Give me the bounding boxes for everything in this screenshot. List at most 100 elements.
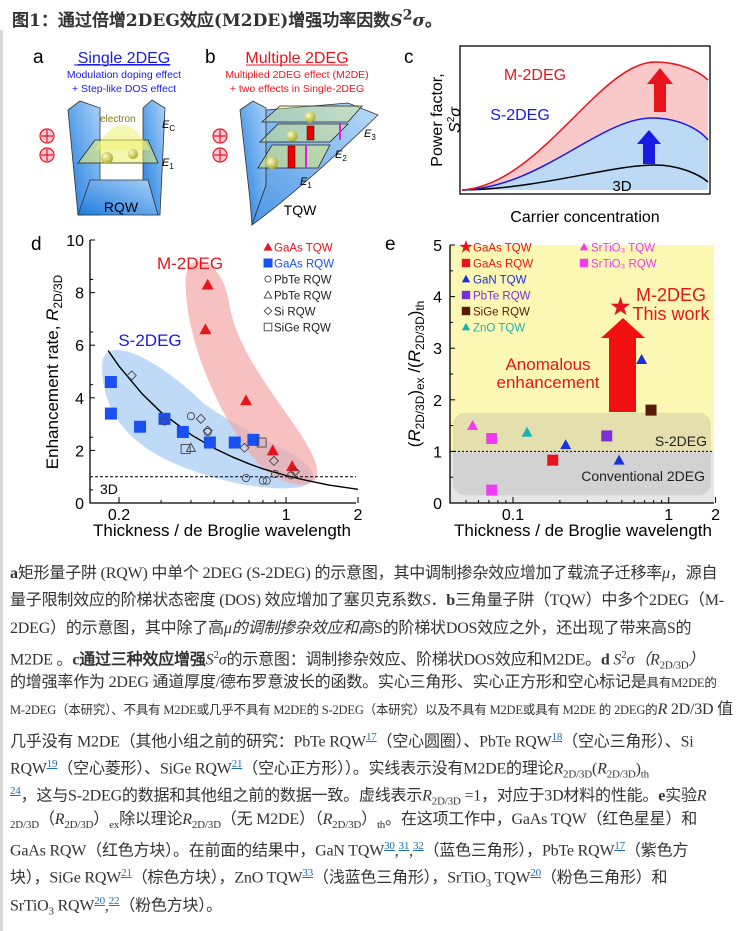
caption-line: RQW19（空心菱形）、SiGe RQW21（空心正方形））。实线表示没有M2D… <box>10 751 740 781</box>
caption-text: σ（R <box>626 651 660 669</box>
caption-text: 3 <box>48 905 54 918</box>
y-tick-label: 1 <box>433 444 442 461</box>
data-point-gaas-rqw <box>104 407 117 420</box>
caption-text: （空心菱形）、SiGe RQW <box>57 760 232 778</box>
red-arrow-marker <box>306 125 315 141</box>
annotation-s2deg: S-2DEG <box>118 331 181 350</box>
legend-marker <box>461 290 471 300</box>
data-point-pbte-rqw <box>271 470 280 479</box>
caption-text: S <box>205 651 214 669</box>
caption-text: R <box>696 787 707 805</box>
y-tick-label: 3 <box>433 341 442 358</box>
caption-text: 2D/3D <box>64 818 94 831</box>
data-point-gaas-rqw <box>176 425 189 438</box>
electron-icon <box>286 130 298 142</box>
caption-line: 的增强率作为 2DEG 通道厚度/德布罗意波长的函数。实心三角形、实心正方形和空… <box>10 669 740 696</box>
reference-link[interactable]: 30 <box>384 839 395 852</box>
panel-c-ylabel-symbol: S2σ <box>446 106 464 133</box>
legend-label: SiGe RQW <box>473 307 530 319</box>
reference-link[interactable]: 24 <box>10 785 21 798</box>
caption-line: 24，这与S-2DEG的数据和其他组之前的数据一致。虚线表示R2D/3D =1，… <box>10 778 740 808</box>
reference-link[interactable]: 17 <box>614 839 625 852</box>
caption-text: （粉色三角形）和 <box>540 869 668 887</box>
caption-text: 的增强率作为 2DEG 通道厚度/德布罗意波长的函数。实心三角形、实心正方形和空… <box>10 674 647 692</box>
caption-text: S <box>422 592 431 610</box>
reference-link[interactable]: 31 <box>398 839 410 852</box>
legend-label: PbTe RQW <box>274 291 332 303</box>
x-tick-label: 1 <box>282 507 291 524</box>
caption-text: R <box>322 810 333 828</box>
caption-line: M2DE 。c通过三种效应增强S2σ的示意图：调制掺杂效应、阶梯状DOS效应和M… <box>10 642 740 672</box>
caption-text: RQW <box>10 760 47 778</box>
x-tick-label: 2 <box>711 507 720 524</box>
legend-marker <box>461 306 471 316</box>
caption-text: （粉色方块）。 <box>119 896 222 914</box>
caption-text: 三角量子阱（TQW）中多个2DEG（M- <box>455 592 724 610</box>
data-point-srtio-tqw <box>467 420 479 430</box>
reference-link[interactable]: 22 <box>108 894 120 907</box>
caption-text: a <box>10 565 18 582</box>
electron-icon <box>304 111 316 123</box>
data-point-gaas-tqw <box>610 296 631 316</box>
annotation-this-work: This work <box>632 304 710 324</box>
ec-label: EC <box>162 119 175 133</box>
x-tick-label: 0.1 <box>502 507 524 524</box>
caption-text: 量子限制效应的阶梯状态密度 (DOS) 效应增加了塞贝克系数 <box>10 592 423 610</box>
caption-text: ） <box>688 651 705 669</box>
legend-label: SrTiO₃ RQW <box>591 259 657 271</box>
annotation-3d: 3D <box>100 481 118 497</box>
figure-title-end: 。 <box>425 11 442 31</box>
panel-b-heading: Multiple 2DEG <box>245 50 348 67</box>
reference-link[interactable]: 21 <box>121 867 132 880</box>
legend-label: SiGe RQW <box>274 323 331 335</box>
legend-label: PbTe RQW <box>473 291 531 303</box>
caption-text: R <box>422 787 432 805</box>
annotation-s2deg-band: S-2DEG <box>655 433 707 449</box>
label-s2deg: S-2DEG <box>490 107 550 124</box>
x-tick-label: 2 <box>354 507 363 524</box>
caption-text: （空心正方形））。实线表示没有M2DE的理论 <box>242 760 554 778</box>
data-point-pbte-rqw <box>262 476 271 485</box>
legend-marker <box>461 322 471 331</box>
reference-link[interactable]: 33 <box>302 867 314 880</box>
caption-text: 2D/3D <box>332 818 362 831</box>
y-tick-label: 2 <box>75 443 84 460</box>
data-point-gan-tqw <box>636 354 648 364</box>
reference-link[interactable]: 21 <box>231 758 243 771</box>
caption-text: 矩形量子阱 (RQW) 中单个 2DEG (S-2DEG) 的示意图，其中调制掺… <box>17 565 663 582</box>
caption-text: ） <box>93 810 110 828</box>
plus-charge-icon <box>212 128 228 144</box>
data-point-gaas-rqw <box>158 412 171 425</box>
caption-line: 量子限制效应的阶梯状态密度 (DOS) 效应增加了塞贝克系数S．b三角量子阱（T… <box>10 587 740 614</box>
legend-marker <box>263 258 273 268</box>
y-tick-label: 2 <box>433 393 442 410</box>
caption-text: SrTiO <box>10 896 49 914</box>
caption-text: （蓝色三角形），PbTe RQW <box>423 842 615 860</box>
reference-link[interactable]: 20 <box>94 894 105 907</box>
m2deg-region <box>185 260 318 485</box>
caption-text: ，这与S-2DEG的数据和其他组之前的数据一致。虚线表示 <box>20 787 423 805</box>
legend-label: GaAs TQW <box>473 243 532 255</box>
panel-b-letter: b <box>205 47 216 68</box>
annotation-m2deg: M-2DEG <box>157 254 223 273</box>
panel-b-line2: + two effects in Single-2DEG <box>230 83 364 95</box>
data-point-gaas-rqw <box>104 376 117 389</box>
reference-link[interactable]: 17 <box>365 730 377 743</box>
panel-c-letter: c <box>404 47 414 68</box>
data-point-pbte-rqw <box>160 417 169 426</box>
caption-text: 几乎没有 M2DE（其他小组之前的研究：PbTe RQW <box>10 733 366 751</box>
caption-text: 3 <box>485 877 492 890</box>
legend-marker <box>461 258 471 268</box>
caption-text: 2D/3D <box>606 768 636 781</box>
reference-link[interactable]: 18 <box>551 730 563 743</box>
reference-link[interactable]: 20 <box>530 867 541 880</box>
reference-link[interactable]: 32 <box>412 839 424 852</box>
legend-marker <box>263 290 273 299</box>
caption-text: σ <box>218 651 227 669</box>
caption-text: =1，对应于3D材料的性能。 <box>460 787 659 805</box>
caption-line: 2DEG）的示意图，其中除了高μ的调制掺杂效应和高S的阶梯状DOS效应之外，还出… <box>10 615 740 642</box>
x-axis-label: Thickness / de Broglie wavelength <box>93 521 351 540</box>
data-point-si-rqw <box>202 425 213 436</box>
reference-link[interactable]: 19 <box>46 758 58 771</box>
